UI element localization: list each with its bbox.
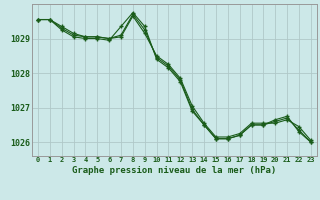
X-axis label: Graphe pression niveau de la mer (hPa): Graphe pression niveau de la mer (hPa) — [72, 166, 276, 175]
